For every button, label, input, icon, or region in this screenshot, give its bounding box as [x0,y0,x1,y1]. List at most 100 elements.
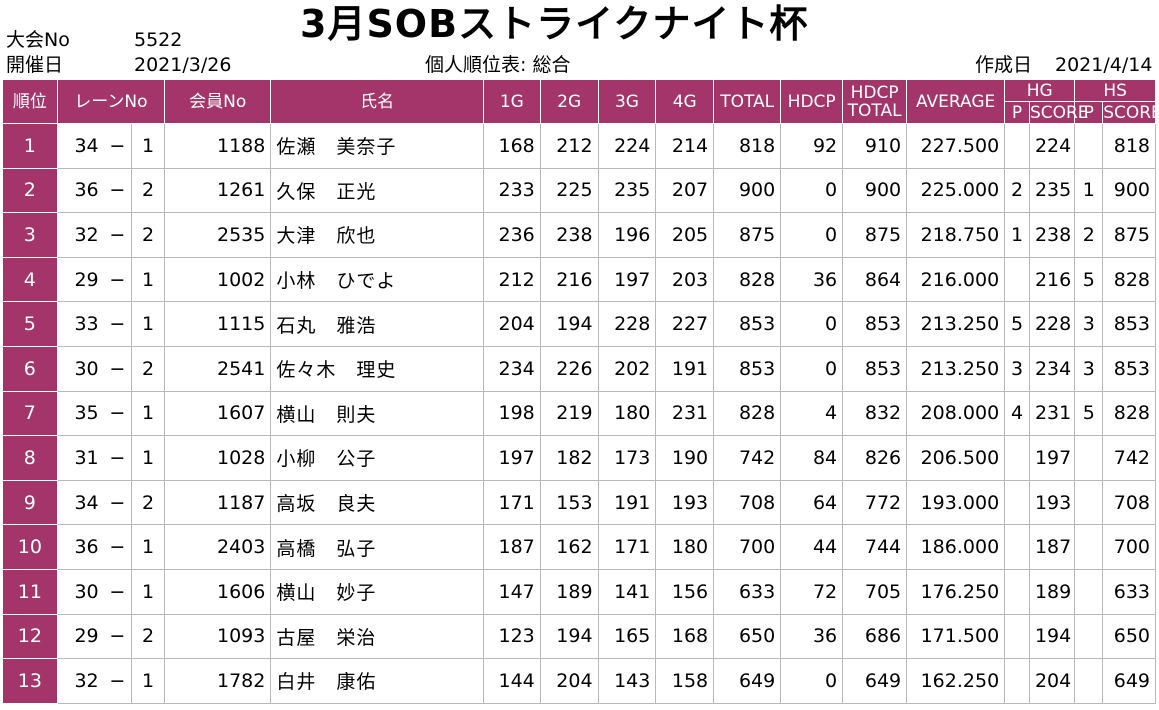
game1-score: 236 [482,212,541,258]
handicap-total: 910 [842,123,908,169]
average-score: 186.000 [906,524,1006,570]
handicap-total: 875 [842,212,908,258]
average-score: 171.500 [906,613,1006,660]
game3-score: 141 [597,568,657,615]
total-score: 853 [713,301,782,347]
player-name: 石丸 雅浩 [270,301,484,347]
handicap: 44 [780,524,844,570]
player-name: 佐瀬 美奈子 [270,123,484,169]
member-no: 1782 [164,658,272,704]
rank-cell: 12 [2,613,58,660]
game1-score: 198 [482,390,541,437]
game3-score: 197 [597,256,657,303]
handicap: 84 [780,435,844,481]
game1-score: 144 [482,658,541,704]
lane-number: 32 [56,212,104,258]
high-series-place [1074,524,1104,570]
game1-score: 171 [482,479,541,526]
lane-separator: − [103,524,132,570]
game3-score: 224 [597,123,657,169]
handicap: 0 [780,658,844,704]
game3-score: 171 [597,524,657,570]
col-header-hg: HG [1004,79,1076,102]
member-no: 1188 [164,123,272,169]
game1-score: 212 [482,256,541,303]
average-score: 225.000 [906,167,1006,214]
member-no: 1607 [164,390,272,437]
game2-score: 189 [539,568,599,615]
member-no: 1093 [164,613,272,660]
col-header-hdcp-total-line1: HDCP [850,82,899,103]
handicap: 0 [780,167,844,214]
lane-number: 29 [56,613,104,660]
high-series-score: 649 [1102,658,1156,704]
high-series-place: 5 [1074,390,1104,437]
player-name: 横山 妙子 [270,568,484,615]
lane-position: 2 [130,479,166,526]
game1-score: 123 [482,613,541,660]
lane-position: 2 [130,613,166,660]
lane-position: 1 [130,524,166,570]
game2-score: 153 [539,479,599,526]
high-series-score: 853 [1102,301,1156,347]
high-game-place [1004,479,1030,526]
total-score: 742 [713,435,782,481]
player-name: 大津 欣也 [270,212,484,258]
lane-separator: − [103,390,132,437]
game4-score: 168 [655,613,715,660]
rank-cell: 9 [2,479,58,526]
lane-number: 29 [56,256,104,303]
rank-cell: 10 [2,524,58,570]
high-game-score: 234 [1028,345,1076,392]
table-row: 11 30−1 1606 横山 妙子 147 189 141 156 633 72 705 176.2… [2,568,1156,615]
table-row: 12 29−2 1093 古屋 栄治 123 194 165 168 650 36 686 171.5… [2,613,1156,660]
lane-separator: − [103,479,132,526]
handicap: 64 [780,479,844,526]
col-header-hs-score: SCORE [1102,101,1159,124]
high-game-score: 194 [1028,613,1076,660]
member-no: 1261 [164,167,272,214]
high-game-place: 1 [1004,212,1030,258]
game3-score: 165 [597,613,657,660]
total-score: 633 [713,568,782,615]
high-series-score: 900 [1102,167,1156,214]
table-row: 13 32−1 1782 白井 康佑 144 204 143 158 649 0 649 162.25… [2,658,1156,704]
game2-score: 216 [539,256,599,303]
handicap-total: 832 [842,390,908,437]
game4-score: 203 [655,256,715,303]
total-score: 853 [713,345,782,392]
game1-score: 234 [482,345,541,392]
lane-position: 1 [130,568,166,615]
col-header-hg-p: P [1004,101,1030,124]
player-name: 白井 康佑 [270,658,484,704]
game2-score: 212 [539,123,599,169]
game2-score: 162 [539,524,599,570]
lane-position: 2 [130,167,166,214]
tournament-no-value: 5522 [134,29,183,51]
rank-cell: 11 [2,568,58,615]
average-score: 162.250 [906,658,1006,704]
game4-score: 191 [655,345,715,392]
lane-number: 30 [56,568,104,615]
high-series-score: 828 [1102,390,1156,437]
col-header-member: 会員No [164,79,272,124]
handicap: 36 [780,256,844,303]
date-label: 開催日 [6,54,64,76]
game4-score: 193 [655,479,715,526]
lane-number: 31 [56,435,104,481]
player-name: 小柳 公子 [270,435,484,481]
member-no: 1002 [164,256,272,303]
game3-score: 180 [597,390,657,437]
report-type: 個人順位表: 総合 [425,54,571,76]
lane-number: 35 [56,390,104,437]
player-name: 佐々木 理史 [270,345,484,392]
lane-number: 34 [56,123,104,169]
lane-separator: − [103,301,132,347]
high-series-place [1074,568,1104,615]
results-table: 順位 レーンNo 会員No 氏名 1G 2G 3G 4G TOTAL HDCP … [2,79,1159,704]
average-score: 208.000 [906,390,1006,437]
game4-score: 207 [655,167,715,214]
high-game-score: 204 [1028,658,1076,704]
average-score: 227.500 [906,123,1006,169]
lane-position: 2 [130,345,166,392]
